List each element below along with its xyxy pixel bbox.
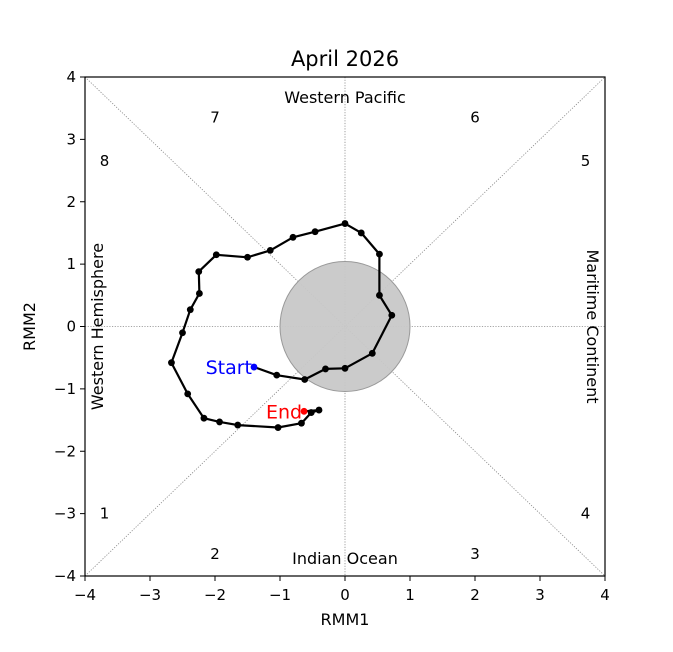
trajectory-point <box>186 306 194 314</box>
y-tick-label: 4 <box>66 68 76 86</box>
trajectory <box>168 220 396 431</box>
trajectory-point <box>341 220 349 227</box>
phase-label-5: 5 <box>581 152 591 170</box>
y-tick-label: 2 <box>66 193 76 211</box>
trajectory-point <box>322 365 329 373</box>
trajectory-point <box>368 349 376 357</box>
phase-label-6: 6 <box>470 109 480 127</box>
y-tick-label: 0 <box>66 318 76 336</box>
trajectory-point <box>184 390 192 398</box>
trajectory-point <box>274 424 282 431</box>
y-tick-label: 3 <box>66 130 76 148</box>
trajectory-point <box>298 419 305 427</box>
inner-circle <box>279 261 411 392</box>
x-tick-label: 4 <box>600 586 610 604</box>
trajectory-point <box>376 250 383 258</box>
trajectory-point <box>289 233 297 241</box>
trajectory-point <box>315 406 323 414</box>
x-tick-label: 3 <box>535 586 545 604</box>
trajectory-point <box>196 290 203 297</box>
phase-label-8: 8 <box>100 152 110 170</box>
chart-title: April 2026 <box>291 47 399 71</box>
trajectory-point <box>301 376 309 383</box>
phase-labels: 1 2 3 4 5 6 7 8 <box>100 109 591 564</box>
phase-label-3: 3 <box>470 545 480 563</box>
region-label-western-hemisphere: Western Hemisphere <box>88 243 107 410</box>
x-tick-label: −3 <box>139 586 161 604</box>
trajectory-point <box>168 359 175 367</box>
x-axis-ticks: −4 −3 −2 −1 0 1 2 3 4 <box>74 576 610 604</box>
trajectory-point <box>234 421 242 429</box>
y-axis-ticks: −4 −3 −2 −1 0 1 2 3 4 <box>54 68 85 585</box>
region-label-indian-ocean: Indian Ocean <box>292 549 398 568</box>
grid-line-diagonal-rising <box>84 76 606 577</box>
x-tick-label: 1 <box>405 586 415 604</box>
phase-label-7: 7 <box>210 109 220 127</box>
phase-label-4: 4 <box>581 505 591 523</box>
trajectory-point <box>212 251 220 259</box>
trajectory-point <box>273 371 281 379</box>
trajectory-line <box>170 222 393 429</box>
trajectory-point <box>307 409 315 416</box>
x-tick-label: 2 <box>470 586 480 604</box>
trajectory-point <box>200 414 208 422</box>
trajectory-point <box>376 291 383 299</box>
y-tick-label: −3 <box>54 505 76 523</box>
x-tick-label: −4 <box>74 586 96 604</box>
x-tick-label: 0 <box>340 586 350 604</box>
x-axis-label: RMM1 <box>321 610 370 629</box>
y-tick-label: −4 <box>54 567 76 585</box>
trajectory-point <box>388 311 396 319</box>
region-labels: Western Pacific Indian Ocean Western Hem… <box>88 88 602 568</box>
grid-line-diagonal-falling <box>84 76 606 577</box>
trajectory-point <box>341 364 349 372</box>
y-tick-label: 1 <box>66 255 76 273</box>
y-axis-label: RMM2 <box>20 302 39 351</box>
trajectory-point <box>311 228 319 236</box>
trajectory-point <box>216 418 223 426</box>
trajectory-point <box>357 229 365 237</box>
phase-label-2: 2 <box>210 545 220 563</box>
trajectory-point <box>266 247 274 254</box>
x-tick-label: −2 <box>204 586 226 604</box>
y-tick-label: −2 <box>54 442 76 460</box>
y-tick-label: −1 <box>54 380 76 398</box>
end-label: End <box>266 401 302 423</box>
trajectory-point <box>300 407 308 415</box>
trajectory-point <box>195 268 203 276</box>
trajectory-point <box>244 253 251 261</box>
trajectory-point <box>179 329 186 337</box>
start-label: Start <box>206 357 252 379</box>
start-end-markers: Start End <box>206 357 302 423</box>
trajectory-point <box>250 363 258 371</box>
x-tick-label: −1 <box>269 586 291 604</box>
region-label-western-pacific: Western Pacific <box>284 88 406 107</box>
phase-label-1: 1 <box>100 505 110 523</box>
region-label-maritime-continent: Maritime Continent <box>583 249 602 403</box>
